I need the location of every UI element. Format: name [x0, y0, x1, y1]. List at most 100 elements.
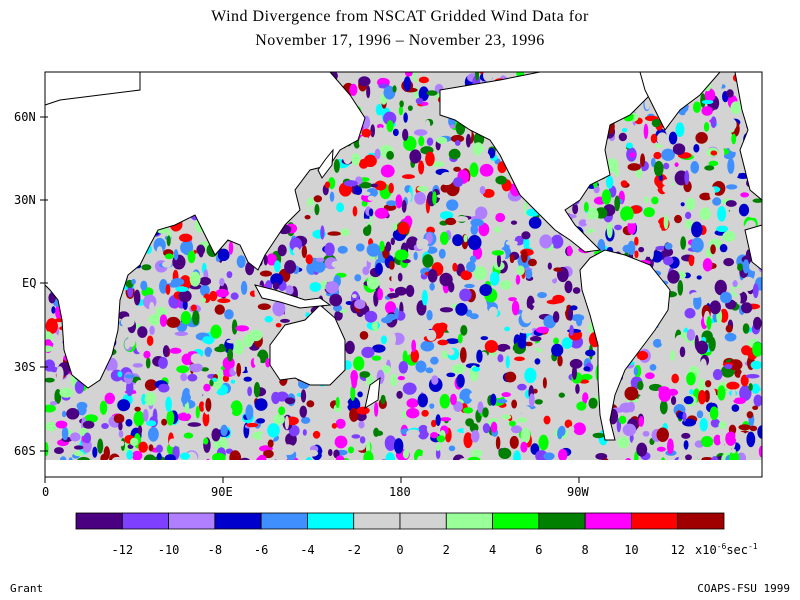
field-patch — [520, 441, 528, 453]
field-patch — [166, 316, 181, 328]
field-patch — [557, 355, 563, 367]
field-patch — [436, 322, 448, 333]
field-patch — [155, 306, 168, 317]
field-patch — [536, 326, 550, 334]
field-patch — [701, 106, 713, 116]
field-patch — [246, 422, 259, 428]
south-america — [579, 249, 671, 441]
field-patch — [489, 271, 500, 286]
colorbar-tick-label: 0 — [396, 543, 403, 557]
field-patch — [543, 315, 557, 329]
field-patch — [454, 139, 461, 146]
field-patch — [521, 231, 531, 240]
field-patch — [402, 259, 411, 264]
field-patch — [309, 281, 322, 293]
field-patch — [585, 218, 599, 227]
field-patch — [361, 346, 375, 359]
field-patch — [709, 300, 721, 315]
field-patch — [214, 304, 225, 315]
field-patch — [710, 244, 716, 255]
field-patch — [655, 222, 660, 231]
field-patch — [660, 335, 671, 347]
field-patch — [417, 424, 430, 440]
field-patch — [543, 452, 555, 461]
field-patch — [249, 438, 260, 452]
field-patch — [456, 373, 465, 388]
field-patch — [230, 400, 243, 417]
field-patch — [335, 418, 346, 429]
field-patch — [382, 273, 389, 290]
field-patch — [245, 404, 254, 421]
field-patch — [627, 401, 635, 413]
field-patch — [436, 443, 441, 452]
field-patch — [557, 427, 563, 440]
field-patch — [344, 340, 355, 355]
field-patch — [386, 150, 395, 160]
field-patch — [638, 246, 645, 253]
field-patch — [460, 324, 468, 336]
field-patch — [215, 288, 229, 298]
field-patch — [289, 237, 303, 252]
field-patch — [376, 123, 384, 129]
field-patch — [411, 339, 417, 353]
field-patch — [236, 362, 242, 377]
field-patch — [273, 414, 285, 425]
field-patch — [306, 400, 315, 408]
field-patch — [61, 426, 69, 441]
field-patch — [585, 349, 596, 357]
field-patch — [575, 315, 583, 327]
colorbar-swatch — [399, 512, 447, 530]
field-patch — [219, 277, 225, 287]
field-patch — [426, 424, 433, 434]
field-patch — [656, 427, 669, 442]
colorbar-ticks: -12 -10 -8 -6 -4 -2 0 2 4 6 8 10 12 — [111, 543, 684, 557]
field-patch — [636, 350, 649, 361]
field-patch — [178, 290, 192, 303]
field-patch — [757, 425, 762, 439]
field-patch — [496, 417, 510, 433]
greenland — [639, 71, 722, 131]
field-patch — [470, 224, 479, 236]
field-patch — [340, 228, 350, 237]
field-patch — [347, 446, 355, 454]
field-patch — [281, 444, 296, 456]
field-patch — [429, 282, 435, 291]
field-patch — [149, 301, 155, 314]
field-patch — [354, 299, 366, 310]
field-patch — [658, 387, 672, 402]
field-patch — [422, 254, 434, 268]
colorbar-tick-label: 6 — [535, 543, 542, 557]
field-patch — [532, 301, 547, 307]
field-patch — [699, 207, 711, 221]
field-patch — [148, 314, 162, 326]
field-patch — [406, 398, 419, 409]
field-patch — [651, 196, 659, 205]
field-patch — [495, 212, 506, 223]
field-patch — [410, 349, 420, 363]
field-patch — [205, 398, 212, 412]
field-patch — [169, 347, 182, 354]
field-patch — [455, 302, 468, 316]
field-patch — [134, 379, 145, 395]
field-patch — [495, 436, 501, 450]
field-patch — [264, 315, 273, 323]
lat-label-60n: 60N — [14, 110, 36, 124]
field-patch — [637, 380, 644, 391]
field-patch — [684, 211, 692, 220]
field-patch — [351, 293, 357, 299]
field-patch — [327, 448, 333, 457]
field-patch — [207, 358, 217, 369]
field-patch — [674, 214, 682, 224]
field-patch — [165, 283, 171, 296]
field-patch — [340, 281, 346, 291]
field-patch — [469, 255, 477, 263]
field-patch — [700, 93, 706, 108]
field-patch — [517, 338, 527, 349]
field-patch — [183, 432, 194, 439]
field-patch — [370, 183, 378, 188]
field-patch — [254, 398, 268, 411]
colorbar-tick-label: -2 — [346, 543, 360, 557]
field-patch — [692, 101, 701, 113]
field-patch — [516, 417, 528, 423]
